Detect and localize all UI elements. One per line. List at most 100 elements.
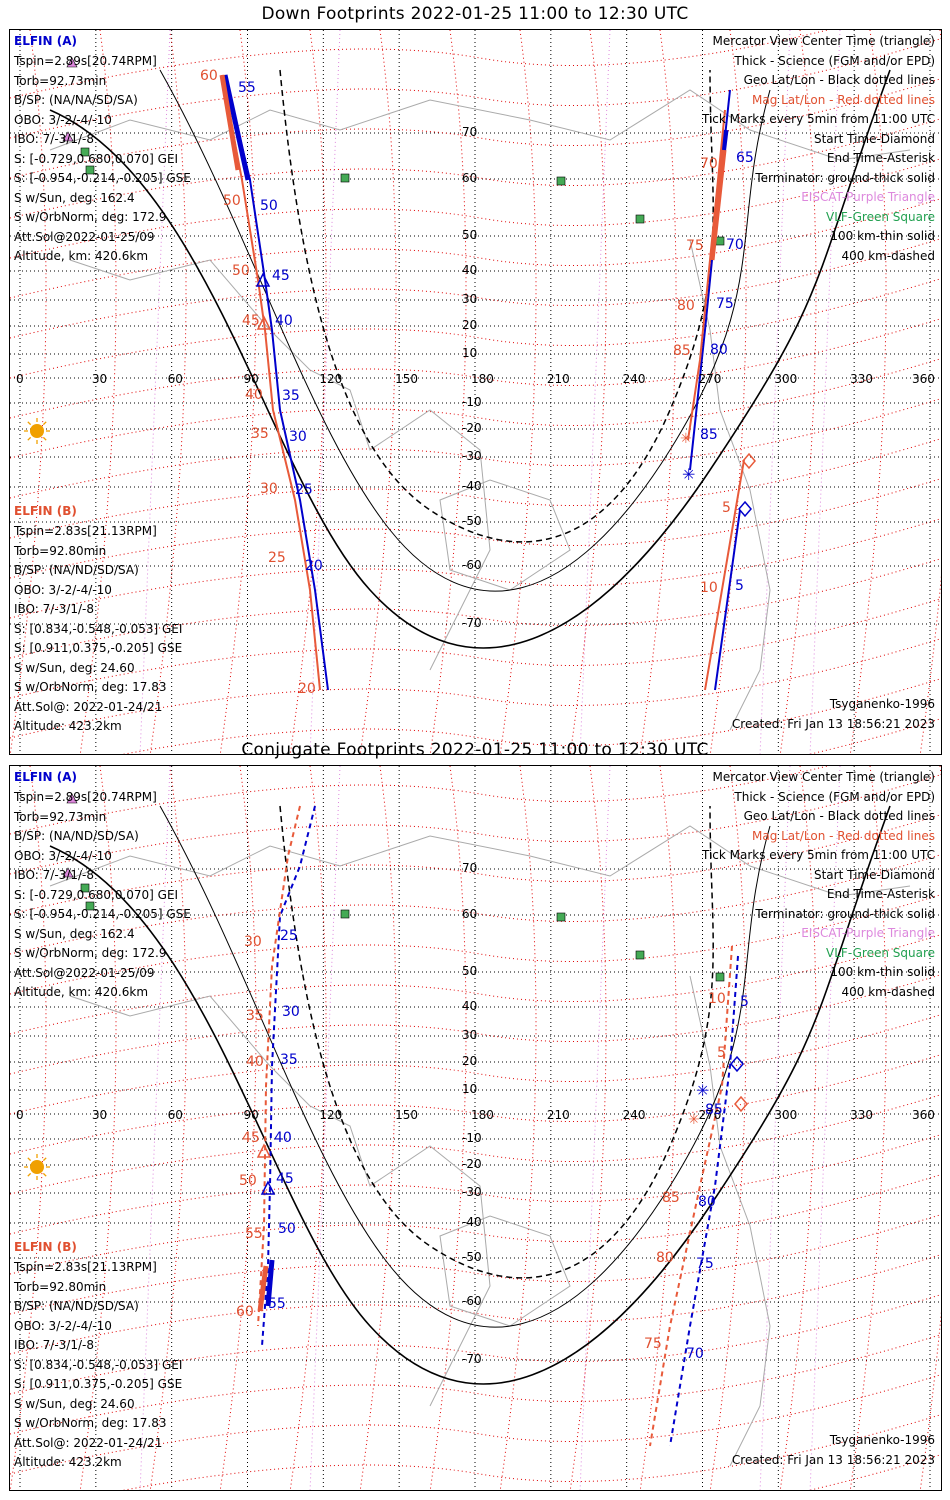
lon-tick-label: 0 bbox=[16, 1108, 24, 1122]
legend-item: Thick - Science (FGM and/or EPD) bbox=[734, 53, 935, 68]
elfin-a-info: Tspin=2.89s[20.74RPM] bbox=[14, 54, 157, 68]
elfin-b-info: Torb=92.80min bbox=[14, 1279, 107, 1294]
lon-tick-label: 90 bbox=[243, 1108, 259, 1122]
model-label: Tsyganenko-1996 bbox=[829, 1433, 935, 1447]
lon-tick-label: 330 bbox=[850, 1108, 874, 1122]
legend-item: Terminator: ground-thick solid bbox=[755, 906, 935, 921]
elfin-a-info: B/SP: (NA/NA/SD/SA) bbox=[14, 93, 138, 107]
vlf-square bbox=[340, 173, 350, 183]
legend-item: Thick - Science (FGM and/or EPD) bbox=[734, 789, 935, 804]
track-time-label: 55 bbox=[268, 1296, 286, 1312]
legend-item: Start Time-Diamond bbox=[813, 867, 935, 882]
lat-tick-label: 40 bbox=[462, 999, 478, 1013]
track-time-label: 85 bbox=[662, 1190, 680, 1206]
lon-tick-label: 360 bbox=[912, 372, 935, 386]
track-time-label: 35 bbox=[280, 1052, 298, 1068]
legend-item: End Time-Asterisk bbox=[826, 151, 935, 165]
elfin-b-info: OBO: 3/-2/-4/-10 bbox=[14, 1318, 112, 1333]
elfin-b-info: S: [0.911,0.375,-0.205] GSE bbox=[14, 1377, 183, 1391]
track-time-label: 30 bbox=[289, 429, 307, 445]
track-time-label: 5 bbox=[735, 578, 744, 594]
lat-tick-label: -70 bbox=[462, 616, 482, 630]
elfin-tracks: ✳✳ bbox=[219, 74, 756, 691]
track-time-label: 25 bbox=[295, 482, 313, 498]
elfin-b-info: Tspin=2.83s[21.13RPM] bbox=[14, 1260, 157, 1274]
elfin-b-info: S w/Sun, deg: 24.60 bbox=[14, 660, 135, 675]
track-time-label: 10 bbox=[700, 580, 718, 596]
track-time-label: 50 bbox=[223, 193, 241, 209]
lat-tick-label: 50 bbox=[462, 228, 478, 242]
elfin-a-info: Tspin=2.89s[20.74RPM] bbox=[14, 790, 157, 804]
sun-icon bbox=[24, 418, 50, 444]
track-time-label: 35 bbox=[246, 1008, 264, 1024]
eiscat-triangle bbox=[62, 131, 74, 142]
elfin-a-info: S: [-0.729,0.680,0.070] GEI bbox=[14, 887, 179, 902]
track-time-label: 55 bbox=[245, 1226, 263, 1242]
lat-tick-label: 20 bbox=[462, 1054, 478, 1068]
track-time-label: 40 bbox=[275, 313, 293, 329]
eiscat-triangle bbox=[66, 57, 78, 68]
lat-tick-label: -60 bbox=[462, 558, 482, 572]
lat-tick-label: -20 bbox=[462, 421, 482, 435]
legend-item: VLF-Green Square bbox=[826, 945, 935, 960]
track-time-label: 45 bbox=[242, 313, 260, 329]
elfin-b-info: S: [0.834,-0.548,-0.053] GEI bbox=[14, 1357, 183, 1372]
elfin-a-info: S w/Sun, deg: 162.4 bbox=[14, 926, 135, 941]
lon-tick-label: 60 bbox=[167, 1108, 183, 1122]
legend-item: VLF-Green Square bbox=[826, 209, 935, 224]
lat-tick-label: 50 bbox=[462, 964, 478, 978]
track-time-label: 85 bbox=[673, 343, 691, 359]
track-time-label: 70 bbox=[726, 237, 744, 253]
track-time-label: 5 bbox=[722, 500, 731, 516]
elfin-tracks: ✳✳ bbox=[256, 805, 748, 1447]
track-time-label: 75 bbox=[686, 238, 704, 254]
track-time-label: 40 bbox=[246, 1054, 264, 1070]
map-canvas: ✳✳ bbox=[10, 766, 941, 1490]
lat-tick-label: 60 bbox=[462, 171, 478, 185]
track-time-label: 80 bbox=[710, 342, 728, 358]
track-time-label: 80 bbox=[698, 1194, 716, 1210]
elfin-b-info: S w/Sun, deg: 24.60 bbox=[14, 1396, 135, 1411]
legend-item: 100 km-thin solid bbox=[830, 229, 935, 243]
track-time-label: 45 bbox=[272, 268, 290, 284]
legend-item: Tick Marks every 5min from 11:00 UTC bbox=[701, 848, 935, 862]
track-time-label: 20 bbox=[305, 558, 323, 574]
model-label: Tsyganenko-1996 bbox=[829, 697, 935, 711]
elfin-a-info: Altitude, km: 420.6km bbox=[14, 249, 149, 263]
elfin-b-info: Altitude: 423.2km bbox=[14, 719, 122, 733]
elfin-b-info: Att.Sol@: 2022-01-24/21 bbox=[14, 1435, 163, 1450]
elfin-b-info: IBO: 7/-3/1/-8 bbox=[14, 1338, 94, 1352]
track-time-label: 85 bbox=[700, 427, 718, 443]
legend-item: Terminator: ground-thick solid bbox=[755, 170, 935, 185]
lon-tick-label: 270 bbox=[698, 372, 722, 386]
legend-item: Geo Lat/Lon - Black dotted lines bbox=[743, 73, 935, 87]
lat-tick-label: -70 bbox=[462, 1352, 482, 1366]
elfin-a-info: Torb=92.73min bbox=[14, 809, 107, 824]
elfin-a-info: S: [-0.954,-0.214,-0.205] GSE bbox=[14, 171, 191, 185]
lon-tick-label: 180 bbox=[471, 1108, 494, 1122]
vlf-square bbox=[635, 950, 645, 960]
elfin-a-info: S w/Sun, deg: 162.4 bbox=[14, 190, 135, 205]
vlf-square bbox=[340, 909, 350, 919]
legend-item: Geo Lat/Lon - Black dotted lines bbox=[743, 809, 935, 823]
created-label: Created: Fri Jan 13 18:56:21 2023 bbox=[731, 717, 935, 731]
lon-tick-label: 210 bbox=[546, 372, 570, 386]
lon-tick-label: 150 bbox=[395, 372, 419, 386]
lon-tick-label: 60 bbox=[167, 372, 183, 386]
panel-down-footprints: ✳ ✳ 0 30 60 90 120 150 180 210 240 270 300 330 360 70 60… bbox=[9, 29, 942, 755]
lon-tick-label: 90 bbox=[243, 372, 259, 386]
elfin-b-info: Tspin=2.83s[21.13RPM] bbox=[14, 524, 157, 538]
lat-tick-label: 60 bbox=[462, 907, 478, 921]
track-time-label: 50 bbox=[232, 263, 250, 279]
vlf-square bbox=[556, 176, 566, 186]
track-time-label: 80 bbox=[656, 1250, 674, 1266]
elfin-b-info: IBO: 7/-3/1/-8 bbox=[14, 602, 94, 616]
lon-tick-label: 330 bbox=[850, 372, 874, 386]
track-time-label: 75 bbox=[716, 296, 734, 312]
svg-text:✳: ✳ bbox=[680, 431, 692, 447]
vlf-square bbox=[85, 901, 95, 911]
track-time-label: 30 bbox=[244, 934, 262, 950]
lon-tick-label: 300 bbox=[774, 1108, 798, 1122]
panel2-title: Conjugate Footprints 2022-01-25 11:00 to… bbox=[241, 740, 709, 760]
track-time-label: 50 bbox=[239, 1173, 257, 1189]
